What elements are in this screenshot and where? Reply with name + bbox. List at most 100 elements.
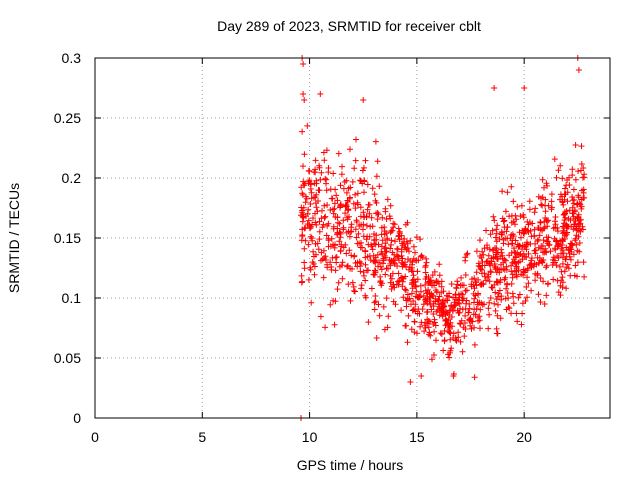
data-point bbox=[319, 224, 326, 231]
data-point bbox=[320, 274, 327, 281]
data-point bbox=[529, 220, 536, 227]
data-point bbox=[494, 312, 501, 319]
data-point bbox=[508, 268, 515, 275]
data-point bbox=[366, 201, 373, 208]
data-point bbox=[555, 167, 562, 174]
data-point bbox=[458, 317, 465, 324]
data-point bbox=[358, 285, 365, 292]
y-tick-label: 0.3 bbox=[62, 50, 82, 66]
data-point bbox=[496, 287, 503, 294]
data-point bbox=[444, 321, 450, 328]
data-point bbox=[506, 305, 513, 312]
data-point bbox=[298, 184, 305, 191]
data-point bbox=[430, 311, 437, 317]
data-point bbox=[338, 262, 345, 269]
data-point bbox=[436, 272, 443, 279]
data-point bbox=[395, 233, 402, 240]
data-point bbox=[336, 220, 343, 227]
data-point bbox=[554, 243, 561, 250]
data-point bbox=[399, 283, 406, 290]
data-point bbox=[431, 268, 438, 275]
data-point bbox=[347, 265, 354, 272]
data-point bbox=[473, 279, 480, 286]
data-point bbox=[534, 270, 541, 277]
data-point bbox=[320, 247, 327, 254]
data-point bbox=[316, 162, 323, 169]
data-point bbox=[310, 215, 316, 222]
data-point bbox=[540, 237, 547, 244]
data-point bbox=[574, 200, 581, 207]
data-point bbox=[318, 257, 324, 264]
data-point bbox=[364, 206, 371, 213]
data-point bbox=[524, 218, 531, 225]
data-point bbox=[487, 268, 494, 275]
data-point bbox=[566, 174, 572, 181]
data-point bbox=[387, 245, 394, 252]
data-point bbox=[429, 272, 436, 279]
data-point bbox=[352, 157, 359, 164]
data-point bbox=[543, 262, 550, 269]
data-point bbox=[317, 91, 324, 97]
data-point bbox=[457, 305, 464, 312]
data-point bbox=[392, 255, 399, 262]
data-point bbox=[301, 182, 308, 189]
data-point bbox=[453, 284, 460, 291]
data-point bbox=[333, 259, 340, 266]
data-point bbox=[480, 281, 487, 287]
data-point bbox=[548, 198, 555, 205]
data-point bbox=[382, 271, 389, 278]
data-point bbox=[436, 280, 443, 287]
data-point bbox=[315, 246, 322, 253]
data-point bbox=[349, 279, 356, 286]
data-point bbox=[395, 270, 402, 277]
data-point bbox=[473, 305, 480, 312]
data-point bbox=[301, 259, 308, 266]
data-point bbox=[461, 333, 468, 340]
data-point bbox=[567, 217, 574, 224]
data-point bbox=[564, 189, 571, 196]
data-point bbox=[388, 275, 395, 282]
data-point bbox=[520, 272, 527, 279]
data-point bbox=[504, 290, 511, 296]
data-point bbox=[514, 203, 521, 210]
data-point bbox=[532, 205, 539, 212]
data-point bbox=[427, 301, 434, 308]
data-point bbox=[510, 300, 517, 307]
data-point bbox=[330, 210, 337, 217]
data-point bbox=[541, 301, 548, 307]
data-point bbox=[535, 224, 541, 231]
data-point bbox=[519, 253, 526, 259]
data-point bbox=[423, 259, 430, 266]
data-point bbox=[560, 220, 567, 227]
data-point bbox=[399, 242, 406, 249]
data-point bbox=[353, 217, 360, 224]
data-point bbox=[331, 321, 338, 328]
data-point bbox=[516, 229, 523, 236]
data-point bbox=[462, 320, 468, 326]
data-point bbox=[512, 237, 519, 244]
data-point bbox=[580, 189, 587, 196]
data-point bbox=[498, 293, 505, 300]
chart-title: Day 289 of 2023, SRMTID for receiver cbl… bbox=[217, 18, 481, 34]
data-point bbox=[438, 305, 444, 312]
data-point bbox=[316, 187, 323, 194]
data-point bbox=[395, 257, 402, 264]
data-point bbox=[301, 265, 308, 272]
data-point bbox=[567, 272, 574, 279]
data-point bbox=[580, 259, 587, 266]
data-point bbox=[371, 299, 378, 306]
data-point bbox=[352, 191, 359, 198]
data-point bbox=[459, 282, 466, 289]
data-point bbox=[300, 61, 307, 67]
data-point bbox=[478, 254, 485, 261]
data-point bbox=[368, 285, 375, 292]
data-point bbox=[417, 282, 424, 289]
data-point bbox=[497, 253, 504, 260]
data-point bbox=[561, 209, 568, 215]
data-point bbox=[475, 314, 482, 321]
data-point bbox=[450, 373, 457, 379]
data-point bbox=[313, 177, 320, 184]
data-point bbox=[353, 234, 360, 241]
data-point bbox=[513, 263, 520, 270]
data-point bbox=[340, 185, 347, 192]
